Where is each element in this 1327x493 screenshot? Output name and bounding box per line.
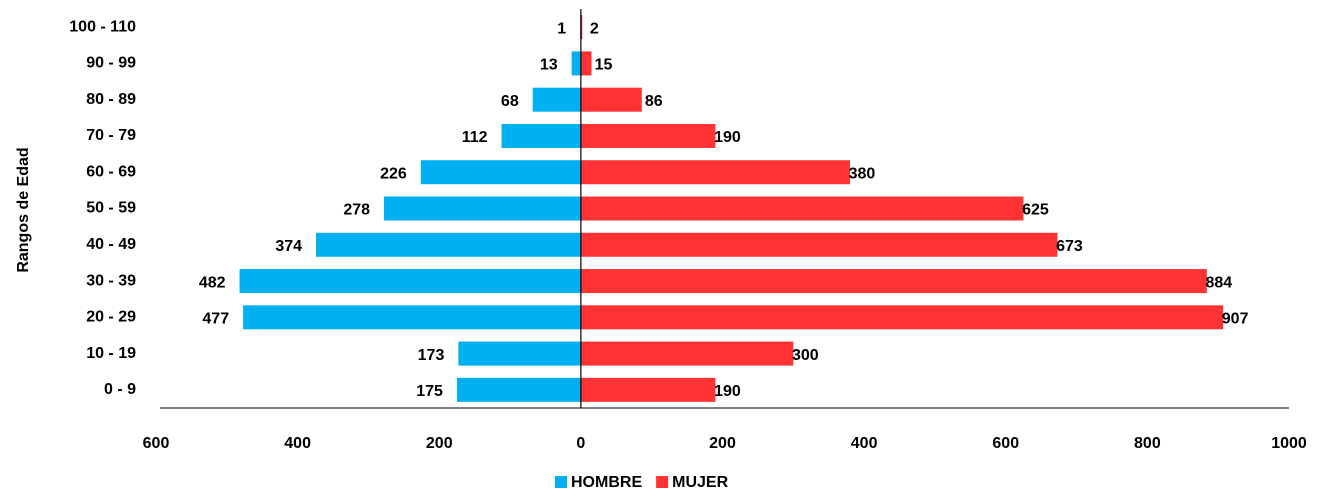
legend-label: HOMBRE [571, 474, 642, 491]
bar [580, 341, 794, 366]
bar [580, 15, 583, 40]
data-label: 380 [849, 165, 876, 182]
bar [580, 51, 592, 76]
y-tick-label: 60 - 69 [86, 163, 136, 180]
bar [243, 305, 581, 330]
data-label: 2 [590, 20, 599, 37]
data-label: 68 [501, 93, 519, 110]
y-tick-label: 30 - 39 [86, 272, 136, 289]
bar [532, 87, 581, 112]
x-tick-label: 600 [992, 435, 1019, 452]
x-tick-label: 1000 [1271, 435, 1307, 452]
legend-swatch [555, 476, 567, 488]
data-label: 907 [1222, 311, 1249, 328]
bar [580, 160, 850, 185]
y-tick-label: 50 - 59 [86, 200, 136, 217]
bar [239, 269, 581, 294]
bar [458, 341, 581, 366]
data-label: 625 [1022, 202, 1049, 219]
bar [456, 377, 581, 402]
bar [316, 232, 581, 257]
bar [580, 269, 1207, 294]
legend-label: MUJER [672, 474, 728, 491]
y-axis-title: Rangos de Edad [15, 147, 32, 272]
data-label: 374 [275, 238, 302, 255]
legend-swatch [656, 476, 669, 488]
y-tick-label: 40 - 49 [86, 236, 136, 253]
data-label: 190 [714, 383, 741, 400]
data-label: 226 [380, 165, 407, 182]
data-label: 477 [202, 311, 229, 328]
data-label: 673 [1056, 238, 1083, 255]
data-label: 190 [714, 129, 741, 146]
data-label: 175 [416, 383, 443, 400]
bar [580, 196, 1024, 221]
bar [580, 305, 1224, 330]
bar [420, 160, 581, 185]
bar [580, 87, 642, 112]
y-tick-label: 100 - 110 [69, 18, 136, 35]
bar [580, 232, 1058, 257]
data-label: 173 [418, 347, 445, 364]
y-tick-label: 80 - 89 [86, 91, 136, 108]
data-label: 300 [792, 347, 819, 364]
data-label: 884 [1206, 274, 1233, 291]
data-label: 1 [557, 20, 566, 37]
x-tick-label: 200 [709, 435, 736, 452]
x-tick-label: 400 [284, 435, 311, 452]
y-tick-label: 10 - 19 [86, 345, 136, 362]
y-tick-label: 70 - 79 [86, 127, 136, 144]
data-label: 482 [199, 274, 226, 291]
data-label: 278 [343, 202, 370, 219]
x-tick-label: 200 [426, 435, 453, 452]
data-label: 13 [540, 57, 558, 74]
y-tick-label: 20 - 29 [86, 309, 136, 326]
data-label: 112 [462, 129, 488, 146]
x-tick-label: 800 [1134, 435, 1161, 452]
x-tick-label: 400 [851, 435, 878, 452]
y-tick-label: 90 - 99 [86, 55, 136, 72]
bar [580, 377, 716, 402]
bar [580, 123, 716, 148]
data-label: 15 [595, 57, 613, 74]
bar [571, 51, 581, 76]
x-tick-label: 600 [143, 435, 170, 452]
bar [384, 196, 581, 221]
y-tick-label: 0 - 9 [104, 381, 136, 398]
bar [501, 123, 581, 148]
data-label: 86 [645, 93, 663, 110]
x-tick-label: 0 [576, 435, 585, 452]
